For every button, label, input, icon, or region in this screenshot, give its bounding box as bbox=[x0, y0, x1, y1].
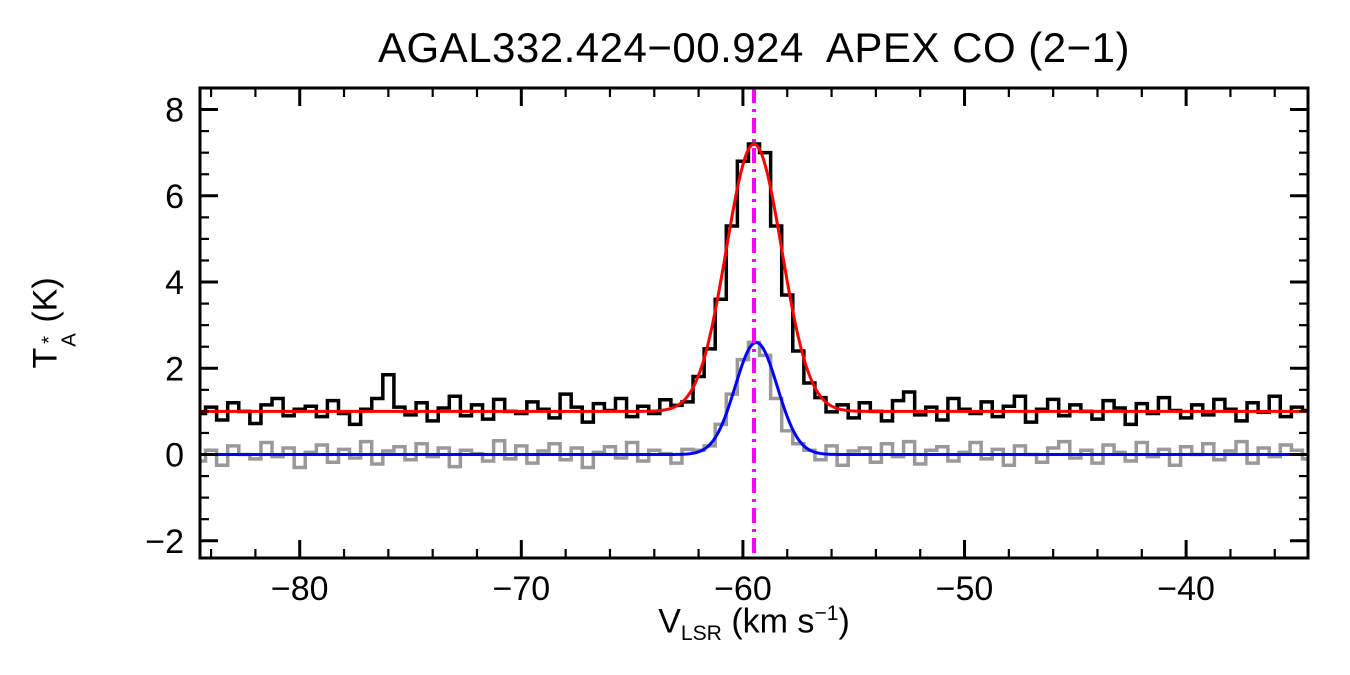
x-tick-label: −70 bbox=[492, 570, 550, 608]
y-tick-label: 6 bbox=[165, 178, 184, 216]
x-superscript: −1 bbox=[814, 602, 839, 625]
gaussian-fit-main bbox=[200, 142, 1308, 413]
y-tick-label: 4 bbox=[165, 264, 184, 302]
y-tick-label: 8 bbox=[165, 92, 184, 130]
x-symbol: V bbox=[658, 602, 681, 641]
x-subscript: LSR bbox=[680, 622, 722, 646]
axes-layer: −80 −70 −60 −50 −40 −2 0 2 4 6 8 bbox=[145, 86, 1310, 608]
y-tick-label: 2 bbox=[165, 350, 184, 388]
plot-frame bbox=[198, 86, 1310, 560]
x-unit-post: ) bbox=[838, 602, 850, 641]
chart-title: AGAL332.424−00.924 APEX CO (2−1) bbox=[378, 24, 1130, 71]
x-tick-label: −50 bbox=[936, 570, 994, 608]
x-tick-label: −40 bbox=[1157, 570, 1215, 608]
x-tick-label: −60 bbox=[714, 570, 772, 608]
x-tick-label: −80 bbox=[271, 570, 329, 608]
y-tick-label: 0 bbox=[165, 437, 184, 475]
y-tick-label: −2 bbox=[145, 523, 184, 561]
gaussian-fit-offset bbox=[200, 340, 1308, 457]
x-axis-label: VLSR (km s−1) bbox=[200, 602, 1308, 646]
x-unit-pre: (km s bbox=[721, 602, 815, 641]
data-layer bbox=[200, 88, 1308, 558]
